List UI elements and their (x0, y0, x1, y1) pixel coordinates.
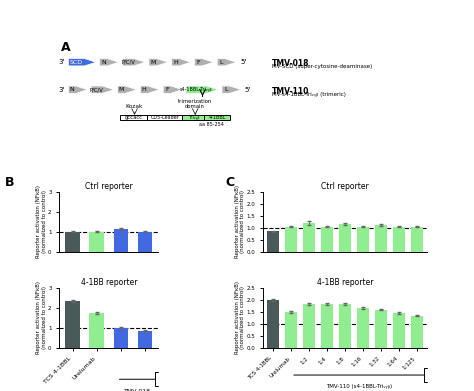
Bar (182, 115, 204, 120)
Bar (267, 300, 279, 348)
Text: CD5-Leader: CD5-Leader (150, 115, 179, 120)
Bar (375, 225, 387, 252)
Text: trimerization
domain: trimerization domain (178, 99, 212, 109)
Text: H: H (142, 87, 146, 92)
Bar (285, 312, 297, 348)
Title: 4-1BB reporter: 4-1BB reporter (317, 278, 373, 287)
Bar (90, 313, 104, 348)
Y-axis label: Reporter activation (NFκB)
(normalized to control): Reporter activation (NFκB) (normalized t… (235, 282, 246, 354)
Title: Ctrl reporter: Ctrl reporter (85, 182, 133, 191)
Text: MV-SCD (super-cytosine-deaminase): MV-SCD (super-cytosine-deaminase) (272, 65, 373, 70)
Bar (303, 304, 315, 348)
Polygon shape (68, 86, 88, 93)
Polygon shape (186, 86, 219, 93)
Text: B: B (5, 176, 14, 189)
Bar (357, 226, 369, 252)
Bar (339, 304, 351, 348)
Polygon shape (194, 59, 213, 66)
Y-axis label: Reporter activation (NFκB)
(normalized to control): Reporter activation (NFκB) (normalized t… (235, 185, 246, 258)
Bar (339, 224, 351, 252)
Bar (411, 226, 422, 252)
Text: TMV-018: TMV-018 (272, 59, 310, 68)
Title: 4-1BB reporter: 4-1BB reporter (81, 278, 137, 287)
Bar (393, 313, 405, 348)
Polygon shape (222, 86, 241, 93)
Bar (65, 232, 80, 252)
Polygon shape (68, 59, 96, 66)
Bar (411, 316, 422, 348)
Text: s4-1BBL-Triᵥᵧᵦ: s4-1BBL-Triᵥᵧᵦ (180, 87, 213, 92)
Bar (114, 328, 128, 348)
Polygon shape (100, 59, 119, 66)
Text: L: L (224, 87, 228, 92)
Text: 4-1BBL: 4-1BBL (209, 115, 226, 120)
Bar (303, 223, 315, 252)
Bar (393, 226, 405, 252)
Bar (321, 304, 333, 348)
Text: Kozak: Kozak (126, 104, 143, 109)
Polygon shape (118, 86, 137, 93)
Text: M: M (150, 60, 155, 65)
Text: 3': 3' (58, 59, 65, 65)
Text: TMV-110 (s4-1BBL-Triᵥᵧᵦ): TMV-110 (s4-1BBL-Triᵥᵧᵦ) (326, 384, 392, 389)
Text: TMV-110: TMV-110 (272, 87, 310, 96)
Text: MV-s4-1BBL-Triᵥᵧᵦ (trimeric): MV-s4-1BBL-Triᵥᵧᵦ (trimeric) (272, 92, 346, 97)
Text: Triᵥᵧᵦ: Triᵥᵧᵦ (188, 115, 199, 120)
Y-axis label: Reporter activation (NFκB)
(normalized to control): Reporter activation (NFκB) (normalized t… (36, 282, 47, 354)
Text: A: A (61, 41, 71, 54)
Bar (90, 232, 104, 252)
Bar (357, 308, 369, 348)
Text: F: F (196, 60, 200, 65)
Text: 5': 5' (240, 59, 246, 65)
Title: Ctrl reporter: Ctrl reporter (321, 182, 369, 191)
Polygon shape (217, 59, 237, 66)
Text: 5': 5' (245, 87, 251, 93)
Polygon shape (91, 86, 114, 93)
Text: aa 85-254: aa 85-254 (199, 122, 224, 127)
Text: F: F (165, 87, 169, 92)
Bar (138, 232, 152, 252)
Bar (321, 226, 333, 252)
Text: M: M (118, 87, 124, 92)
Text: L: L (219, 60, 223, 65)
Text: N: N (70, 87, 74, 92)
Text: P/C/V: P/C/V (90, 87, 104, 92)
Y-axis label: Reporter activation (NFκB)
(normalized to control): Reporter activation (NFκB) (normalized t… (36, 185, 47, 258)
Bar (285, 226, 297, 252)
Bar (120, 115, 147, 120)
Bar (267, 231, 279, 252)
Bar (147, 115, 182, 120)
Bar (138, 331, 152, 348)
Text: gccacc: gccacc (125, 115, 143, 120)
Text: H: H (173, 60, 178, 65)
Text: N: N (101, 60, 106, 65)
Bar (375, 310, 387, 348)
Bar (204, 115, 230, 120)
Text: P/C/V: P/C/V (121, 60, 135, 65)
Text: 3': 3' (58, 87, 65, 93)
Polygon shape (149, 59, 168, 66)
Polygon shape (122, 59, 145, 66)
Text: TMV-018
(Ctrl): TMV-018 (Ctrl) (124, 389, 151, 391)
Text: C: C (225, 176, 234, 189)
Bar (114, 229, 128, 252)
Polygon shape (172, 59, 191, 66)
Bar (65, 301, 80, 348)
Polygon shape (163, 86, 182, 93)
Polygon shape (140, 86, 160, 93)
Text: SCD: SCD (70, 60, 83, 65)
